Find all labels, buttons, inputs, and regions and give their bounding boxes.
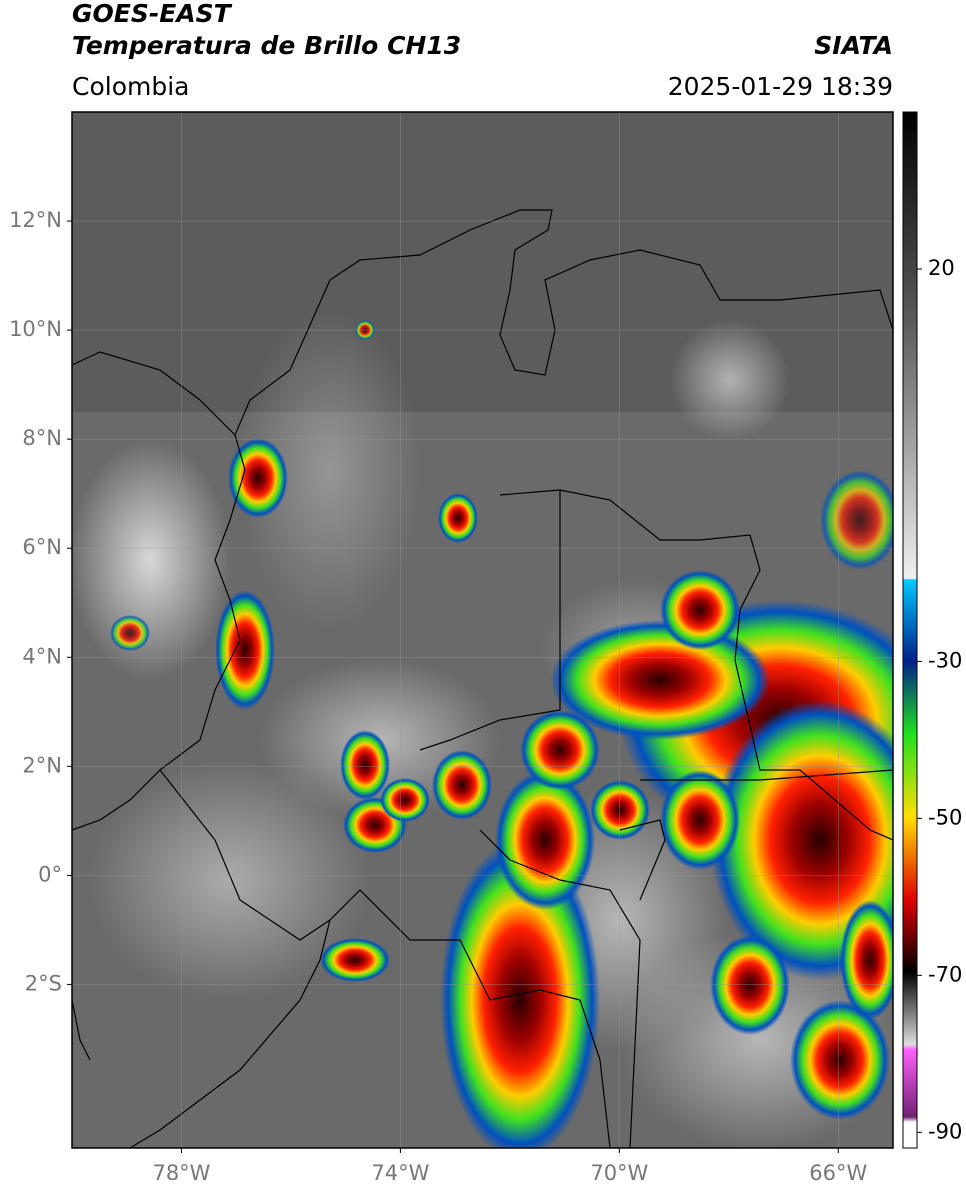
title-line: Temperatura de Brillo CH13 [72,31,461,60]
lon-tick-label: 78°W [152,1161,210,1185]
source: SIATA [814,31,893,60]
lat-tick-label: 10°N [9,317,62,341]
satellite-image [72,112,893,1148]
lon-tick-label: 66°W [809,1161,867,1185]
graticule [72,112,893,1148]
lat-tick-label: 2°N [22,753,62,777]
colorbar-tick-label: 20 [928,256,955,280]
timestamp: 2025-01-29 18:39 [668,72,893,101]
lat-tick-label: 0° [38,862,62,886]
colorbar-tick-label: -70 [928,962,962,986]
colorbar-tick-label: -50 [928,805,962,829]
lat-tick-label: 12°N [9,208,62,232]
lat-tick-label: 8°N [22,426,62,450]
lat-tick-label: 6°N [22,535,62,559]
lon-tick-label: 74°W [371,1161,429,1185]
title-line: GOES-EAST [72,0,233,28]
region: Colombia [72,72,189,101]
map-frame [71,111,894,1149]
colorbar [902,111,918,1149]
lon-tick-label: 70°W [590,1161,648,1185]
colorbar-tick-label: -30 [928,648,962,672]
lat-tick-label: 2°S [25,971,62,995]
lat-tick-label: 4°N [22,644,62,668]
colorbar-tick-label: -90 [928,1119,962,1143]
